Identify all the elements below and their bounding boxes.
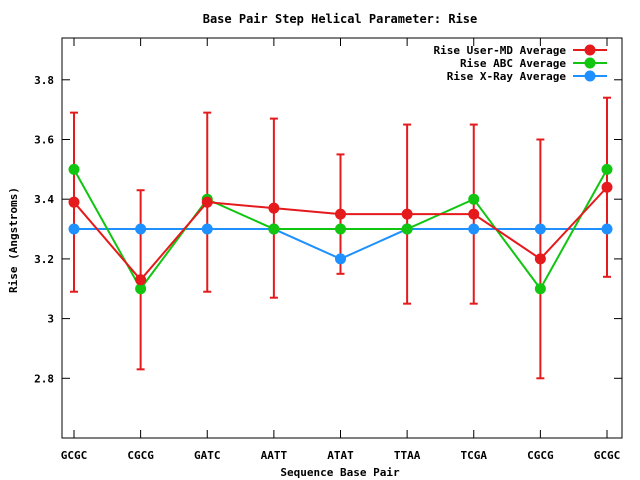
y-axis: 2.8 3 3.2 3.4 3.6 3.8 xyxy=(34,74,622,385)
x-tick-label: CGCG xyxy=(527,449,554,462)
legend-swatch-marker xyxy=(584,44,596,56)
data-point-s1-3 xyxy=(268,223,280,235)
data-point-s1-6 xyxy=(468,193,480,205)
x-tick-label: TTAA xyxy=(394,449,421,462)
data-point-s1-1 xyxy=(135,283,147,295)
data-point-s1-8 xyxy=(601,163,613,175)
legend-swatch-marker xyxy=(584,70,596,82)
legend-swatch-marker xyxy=(584,57,596,69)
data-point-s1-7 xyxy=(534,283,546,295)
x-axis: GCGC CGCG GATC AATT ATAT TTAA TCGA CGCG GCGC xyxy=(61,38,621,462)
legend-label: Rise X-Ray Average xyxy=(447,70,567,83)
data-point-s1-0 xyxy=(68,163,80,175)
data-point-s1-4 xyxy=(335,223,346,235)
y-axis-label: Rise (Angstroms) xyxy=(7,187,20,293)
y-tick-label: 3.8 xyxy=(34,74,54,87)
data-point-s0-6 xyxy=(468,208,480,220)
data-point-s0-0 xyxy=(68,196,80,208)
data-point-s1-5 xyxy=(401,223,413,235)
x-axis-label: Sequence Base Pair xyxy=(280,466,400,479)
x-tick-label: GCGC xyxy=(594,449,621,462)
data-point-s2-0 xyxy=(68,223,80,235)
y-tick-label: 3 xyxy=(47,313,54,326)
data-point-s0-7 xyxy=(534,253,546,265)
legend-label: Rise ABC Average xyxy=(460,57,566,70)
data-point-s0-4 xyxy=(335,208,346,220)
y-tick-label: 3.4 xyxy=(34,193,54,206)
data-point-s0-1 xyxy=(135,274,147,286)
data-point-s2-1 xyxy=(135,223,147,235)
y-tick-label: 2.8 xyxy=(34,372,54,385)
series-lines xyxy=(68,163,613,295)
data-point-s2-8 xyxy=(601,223,613,235)
x-tick-label: CGCG xyxy=(127,449,154,462)
data-point-s2-7 xyxy=(534,223,546,235)
error-bars xyxy=(70,96,611,380)
x-tick-label: ATAT xyxy=(327,449,354,462)
data-point-s0-5 xyxy=(401,208,413,220)
chart-title: Base Pair Step Helical Parameter: Rise xyxy=(203,12,478,26)
legend-label: Rise User-MD Average xyxy=(434,44,567,57)
x-tick-label: GATC xyxy=(194,449,221,462)
y-tick-label: 3.2 xyxy=(34,253,54,266)
data-point-s2-4 xyxy=(335,253,346,265)
data-point-s0-2 xyxy=(201,196,213,208)
x-tick-label: AATT xyxy=(261,449,288,462)
data-point-s2-2 xyxy=(201,223,213,235)
data-point-s2-6 xyxy=(468,223,480,235)
x-tick-label: TCGA xyxy=(461,449,488,462)
data-point-s0-3 xyxy=(268,202,280,214)
x-tick-label: GCGC xyxy=(61,449,88,462)
y-tick-label: 3.6 xyxy=(34,133,54,146)
data-point-s0-8 xyxy=(601,181,613,193)
plot-frame xyxy=(61,37,623,439)
